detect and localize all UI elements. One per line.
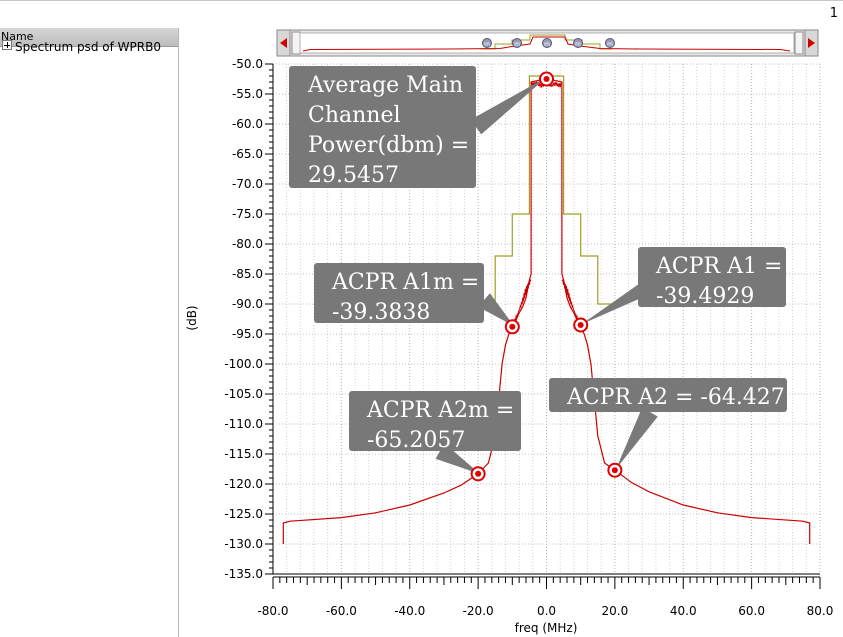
callout-1: ACPR A1m = -39.3838: [314, 263, 514, 326]
callouts: Average Main Channel Power(dbm) = 29.5457 AC…: [289, 66, 787, 474]
y-tick-label: -120.0: [224, 477, 263, 491]
marker-dot: [543, 76, 550, 82]
y-tick-label: -110.0: [224, 417, 263, 431]
x-tick-label: -60.0: [326, 604, 357, 618]
y-tick-label: -55.0: [232, 87, 263, 101]
x-tick-label: 20.0: [602, 604, 629, 618]
x-tick-label: -40.0: [394, 604, 425, 618]
name-column-header[interactable]: Name: [0, 28, 178, 47]
callout-text: ACPR A1m =: [331, 270, 479, 295]
y-tick-label: -75.0: [232, 207, 263, 221]
callout-pointer: [470, 77, 547, 135]
y-tick-label: -70.0: [232, 177, 263, 191]
y-tick-labels: -50.0 -55.0 -60.0 -65.0 -70.0 -75.0 -80.0 -85.0…: [224, 57, 263, 581]
expand-plus-icon[interactable]: [2, 40, 12, 50]
overview-marker: [605, 38, 615, 48]
tree-item-label: Spectrum psd of WPRB0: [15, 40, 161, 54]
y-tick-label: -90.0: [232, 297, 263, 311]
y-tick-label: -95.0: [232, 327, 263, 341]
x-tick-label: -20.0: [463, 604, 494, 618]
scroll-left-arrow-icon: [280, 38, 287, 48]
overview-marker-glyph: m: [484, 41, 490, 48]
scroll-right-arrow-icon: [808, 38, 815, 48]
y-tick-label: -65.0: [232, 147, 263, 161]
overview-olive-trace: [480, 34, 612, 50]
callout-text: Channel: [308, 103, 401, 128]
overview-marker-glyph: m: [607, 41, 613, 48]
callout-pointer: [478, 293, 514, 326]
callout-2: ACPR A1 = -39.4929: [582, 247, 786, 324]
y-tick-label: -135.0: [224, 567, 263, 581]
x-tick-label: 80.0: [807, 604, 834, 618]
marker-dot: [577, 322, 584, 328]
overview-marker: [573, 38, 583, 48]
x-tick-label: 40.0: [670, 604, 697, 618]
marker-dot: [475, 470, 482, 477]
callout-box: [314, 263, 484, 323]
callout-4: ACPR A2 = -64.427: [549, 378, 787, 469]
y-axis-label: (dB): [185, 305, 199, 330]
callout-text: ACPR A1 =: [655, 254, 782, 279]
overview-marker-glyph: m: [575, 41, 581, 48]
callout-text: -39.4929: [656, 284, 754, 309]
overview-marker: [482, 38, 492, 48]
callout-pointer: [616, 407, 658, 469]
overview-red-trace: [302, 36, 791, 52]
callout-box: [549, 378, 787, 412]
x-tick-label: 60.0: [738, 604, 765, 618]
x-axis-label: freq (MHz): [515, 621, 578, 635]
callout-text: -39.3838: [332, 300, 430, 325]
y-tick-label: -100.0: [224, 357, 263, 371]
marker-dot: [611, 467, 618, 474]
callout-text: Power(dbm) =: [308, 133, 469, 158]
marker-dot: [509, 323, 516, 330]
callout-text: Average Main: [307, 73, 463, 98]
overview-marker-glyph: m: [544, 41, 550, 48]
overview-marker-glyph: m: [514, 41, 520, 48]
series-olive-line: [494, 75, 619, 305]
callout-text: -65.2057: [367, 428, 465, 453]
x-tick-label: -80.0: [257, 604, 288, 618]
callout-text: ACPR A2 = -64.427: [566, 385, 785, 410]
callout-text: ACPR A2m =: [366, 398, 514, 423]
callout-0: Average Main Channel Power(dbm) = 29.5457: [289, 66, 547, 188]
y-tick-label: -105.0: [224, 387, 263, 401]
y-tick-label: -125.0: [224, 507, 263, 521]
callout-3: ACPR A2m = -65.2057: [349, 391, 521, 474]
y-tick-label: -85.0: [232, 267, 263, 281]
left-panel: Name: [0, 28, 179, 637]
y-tick-label: -50.0: [232, 57, 263, 71]
callout-box: [638, 247, 786, 307]
overview-marker: [512, 38, 522, 48]
top-border: [0, 0, 843, 1]
axis-ticks: [265, 63, 821, 589]
overview-marker: [542, 38, 552, 48]
y-tick-label: -60.0: [232, 117, 263, 131]
x-tick-label: 0.0: [537, 604, 556, 618]
x-tick-labels: -80.0 -60.0 -40.0 -20.0 0.0 20.0 40.0 60.0 80.0: [257, 604, 833, 618]
callout-box: [349, 391, 521, 451]
y-tick-label: -80.0: [232, 237, 263, 251]
callout-box: [289, 66, 476, 188]
markers[interactable]: [470, 71, 623, 482]
callout-text: 29.5457: [308, 163, 399, 188]
y-tick-label: -115.0: [224, 447, 263, 461]
y-tick-label: -130.0: [224, 537, 263, 551]
tree-item-spectrum[interactable]: Spectrum psd of WPRB0: [2, 40, 161, 54]
page-number: 1: [829, 6, 838, 21]
